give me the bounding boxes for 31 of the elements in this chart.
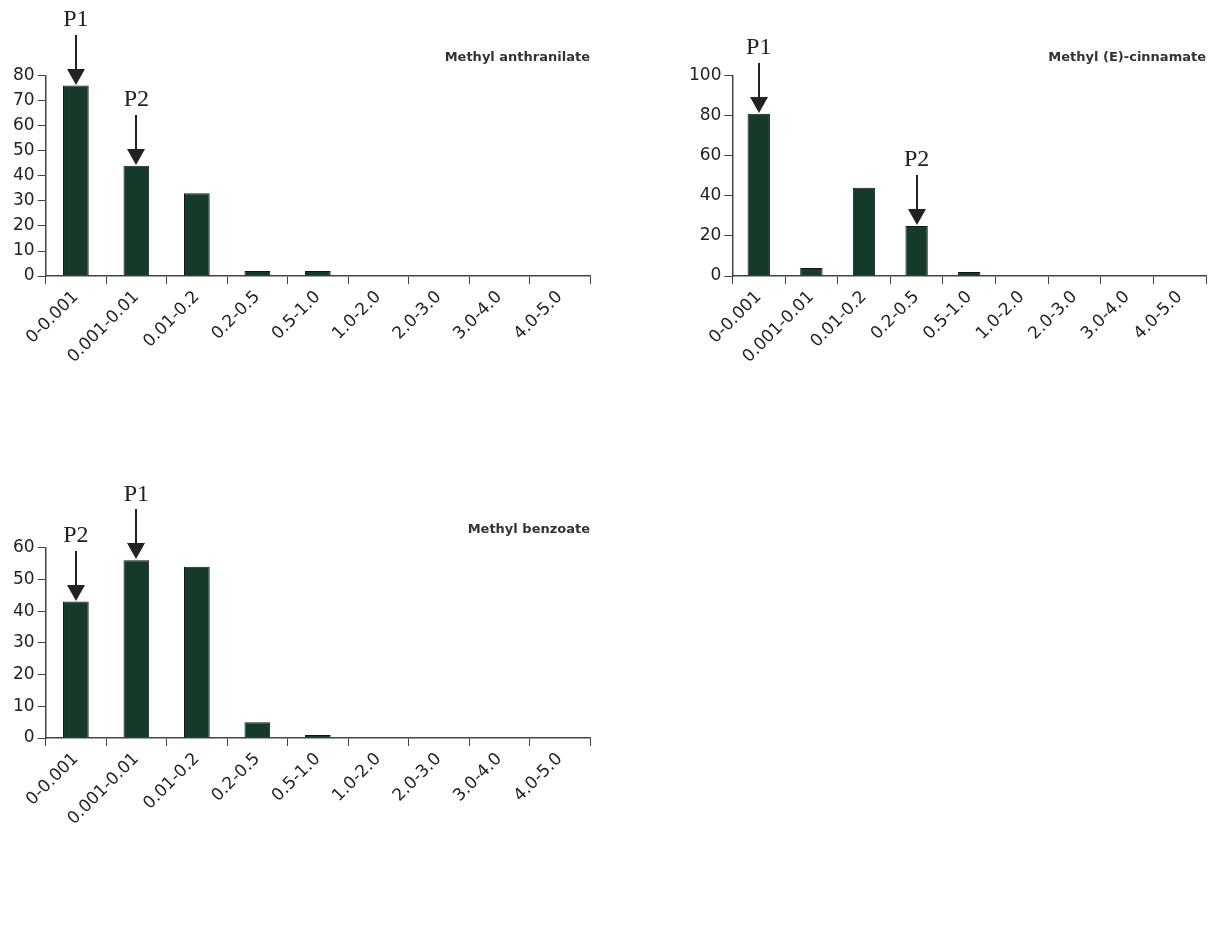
y-tick-label: 80 [699,104,722,125]
annotation: P1 [746,32,772,59]
chart-title: Methyl anthranilate [444,49,591,65]
y-tick-label: 80 [12,64,35,85]
annotation: P2 [63,520,89,547]
y-tick-label: 70 [12,89,35,110]
y-tick-label: 60 [12,536,35,557]
annotation: P2 [123,85,150,112]
annotation: P1 [63,4,89,31]
y-tick-label: 60 [12,114,35,135]
annotation: P1 [123,479,150,506]
y-tick-label: 0 [23,726,35,747]
chart-title: Methyl (E)-cinnamate [1048,49,1207,65]
y-tick-label: 40 [12,599,35,620]
y-tick-label: 20 [699,224,722,245]
y-tick-label: 0 [710,264,722,285]
y-tick-label: 30 [12,631,35,652]
y-tick-label: 60 [699,144,722,165]
y-tick-label: 40 [699,184,722,205]
y-tick-label: 30 [12,189,35,210]
y-tick-label: 100 [688,64,722,85]
y-tick-label: 50 [12,567,35,588]
y-tick-label: 20 [12,214,35,235]
y-tick-label: 10 [12,239,35,260]
y-tick-label: 0 [23,264,35,285]
y-tick-label: 50 [12,139,35,160]
y-tick-label: 20 [12,662,35,683]
y-tick-label: 10 [12,694,35,715]
y-tick-label: 40 [12,164,35,185]
annotation: P2 [903,145,930,172]
chart-title: Methyl benzoate [467,521,591,537]
